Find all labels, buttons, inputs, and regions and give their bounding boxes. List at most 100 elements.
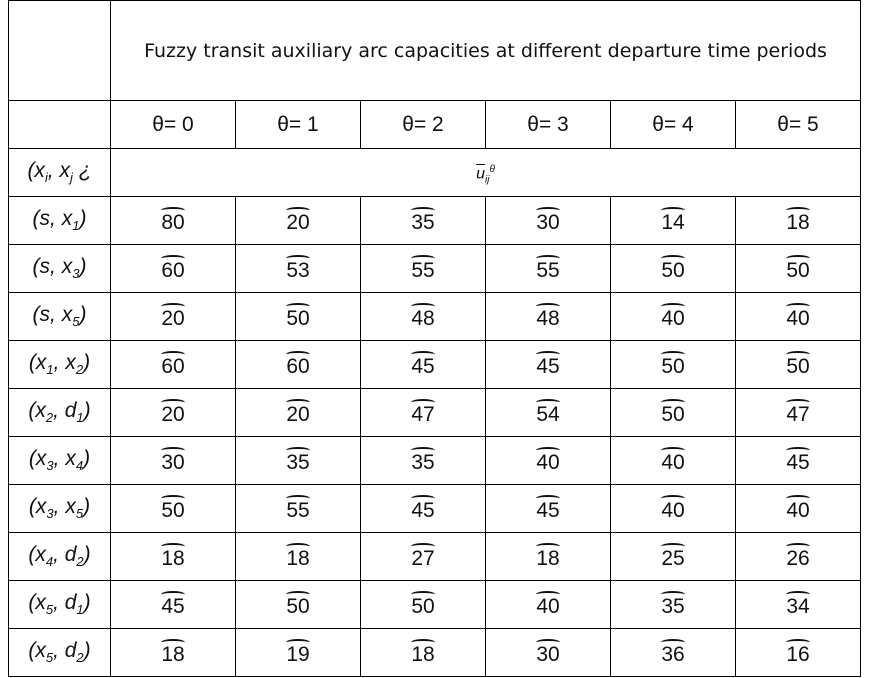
subscript: 1 xyxy=(46,362,54,378)
label-part: ) xyxy=(83,447,91,471)
value-cell: 80 xyxy=(110,196,236,245)
column-header: θ= 0 xyxy=(110,100,236,149)
subscript: 1 xyxy=(76,602,84,618)
label-part: (s, x xyxy=(32,255,73,279)
value-cell: 27 xyxy=(360,532,486,581)
value: 35 xyxy=(661,590,686,619)
label-part: , d xyxy=(53,543,77,567)
subscript: 5 xyxy=(72,314,80,330)
value: 14 xyxy=(661,206,686,235)
label-part: (x xyxy=(28,399,46,423)
capacity-table: Fuzzy transit auxiliary arc capacities a… xyxy=(8,0,861,677)
value-cell: 40 xyxy=(485,580,611,629)
symbol-sub: ij xyxy=(485,174,490,186)
value: 45 xyxy=(536,350,561,379)
data-row: (s, x3) 60 53 55 55 50 50 xyxy=(8,244,861,293)
row-label: (s, x5) xyxy=(8,292,111,341)
row-label: (x5, d1) xyxy=(8,580,111,629)
value-cell: 20 xyxy=(235,388,361,437)
label-part: (x xyxy=(28,447,47,471)
row-label: (s, x3) xyxy=(8,244,111,293)
value: 50 xyxy=(786,254,811,283)
value: 40 xyxy=(536,446,561,475)
symbol-row: (xi, xj ¿ uijθ xyxy=(8,148,861,197)
value-cell: 40 xyxy=(485,436,611,485)
row-label: (x3, x5) xyxy=(8,484,111,533)
value-cell: 40 xyxy=(735,292,861,341)
label-part: (x xyxy=(28,591,46,615)
value-cell: 20 xyxy=(235,196,361,245)
value-cell: 18 xyxy=(235,532,361,581)
value: 55 xyxy=(536,254,561,283)
subscript: 1 xyxy=(76,410,84,426)
value: 45 xyxy=(536,494,561,523)
empty-cell xyxy=(8,100,111,149)
value-cell: 35 xyxy=(610,580,736,629)
value: 20 xyxy=(161,302,186,331)
label-part: ) xyxy=(83,639,91,663)
value: 50 xyxy=(661,254,686,283)
value: 47 xyxy=(786,398,811,427)
value-cell: 48 xyxy=(485,292,611,341)
value: 35 xyxy=(411,446,436,475)
value-cell: 20 xyxy=(110,292,236,341)
subscript: 2 xyxy=(75,362,84,378)
value-cell: 45 xyxy=(735,436,861,485)
column-header-row: θ= 0 θ= 1 θ= 2 θ= 3 θ= 4 θ= 5 xyxy=(8,100,861,149)
value-cell: 47 xyxy=(360,388,486,437)
value: 18 xyxy=(786,206,811,235)
value: 80 xyxy=(161,206,186,235)
value-cell: 45 xyxy=(360,340,486,389)
value: 48 xyxy=(411,302,436,331)
value-cell: 40 xyxy=(610,484,736,533)
value: 18 xyxy=(286,542,311,571)
capacity-symbol: uijθ xyxy=(476,164,495,186)
value-cell: 18 xyxy=(110,532,236,581)
data-row: (x2, d1) 20 20 47 54 50 47 xyxy=(8,388,861,437)
value: 50 xyxy=(286,302,311,331)
value: 30 xyxy=(536,638,561,667)
value: 20 xyxy=(286,206,311,235)
value: 60 xyxy=(161,254,186,283)
subscript: j xyxy=(70,170,73,186)
row-label: (x2, d1) xyxy=(8,388,111,437)
value-cell: 45 xyxy=(485,484,611,533)
value: 27 xyxy=(411,542,436,571)
value: 34 xyxy=(786,590,811,619)
value: 40 xyxy=(786,494,811,523)
value: 19 xyxy=(286,638,311,667)
label-part: (s, x xyxy=(32,303,73,327)
subscript: 5 xyxy=(45,650,54,666)
value-cell: 60 xyxy=(235,340,361,389)
value-cell: 18 xyxy=(735,196,861,245)
data-row: (x3, x4) 30 35 35 40 40 45 xyxy=(8,436,861,485)
value: 45 xyxy=(411,494,436,523)
value: 26 xyxy=(786,542,811,571)
value-cell: 50 xyxy=(610,244,736,293)
value: 50 xyxy=(286,590,311,619)
value-cell: 30 xyxy=(485,628,611,677)
subscript: 4 xyxy=(45,554,54,570)
column-header: θ= 2 xyxy=(360,100,486,149)
value-cell: 18 xyxy=(360,628,486,677)
value: 16 xyxy=(786,638,811,667)
subscript: 5 xyxy=(75,506,84,522)
label-part: ) xyxy=(83,399,91,423)
value: 18 xyxy=(161,542,186,571)
row-label: (x5, d2) xyxy=(8,628,111,677)
pair-label: (xi, xj ¿ xyxy=(8,148,111,197)
value: 48 xyxy=(536,302,561,331)
value: 50 xyxy=(786,350,811,379)
label-part: ) xyxy=(79,207,87,231)
label-part: ) xyxy=(79,255,87,279)
value: 50 xyxy=(161,494,186,523)
empty-cell xyxy=(8,0,111,101)
value: 40 xyxy=(536,590,561,619)
data-row: (x4, d2) 18 18 27 18 25 26 xyxy=(8,532,861,581)
subscript: 5 xyxy=(45,602,54,618)
value-cell: 35 xyxy=(360,196,486,245)
value-cell: 18 xyxy=(110,628,236,677)
symbol-base: u xyxy=(476,164,485,182)
value-cell: 45 xyxy=(360,484,486,533)
